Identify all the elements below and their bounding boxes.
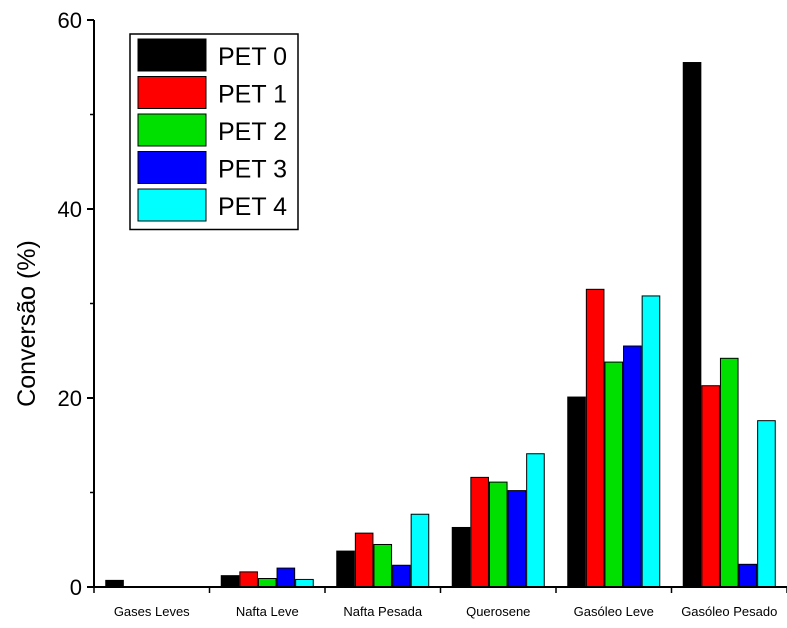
legend-label: PET 0 <box>218 43 287 71</box>
legend-swatch <box>137 188 207 222</box>
bar-pet-2-3 <box>488 481 508 588</box>
bar-pet-2-1 <box>257 578 277 588</box>
y-tick-label: 0 <box>70 575 82 600</box>
x-tick-label: Nafta Pesada <box>343 604 423 619</box>
x-tick-label: Nafta Leve <box>236 604 299 619</box>
bar-pet-1-2 <box>354 532 374 588</box>
bar-pet-1-1 <box>239 571 258 588</box>
bar-pet-4-4 <box>641 295 661 588</box>
bar-pet-3-5 <box>738 563 758 588</box>
bars-layer <box>105 62 776 588</box>
bar-pet-1-3 <box>470 476 489 588</box>
bar-pet-3-2 <box>392 564 411 588</box>
legend: PET 0 PET 1 PET 2 PET 3 PET 4 <box>129 33 299 231</box>
bar-pet-0-1 <box>220 575 240 588</box>
legend-swatch <box>137 151 207 184</box>
bar-pet-3-4 <box>623 345 642 588</box>
bar-pet-0-3 <box>451 526 471 588</box>
x-tick-label: Gases Leves <box>114 604 190 619</box>
x-tick-label: Querosene <box>466 604 530 619</box>
bar-pet-0-5 <box>682 62 702 588</box>
bar-pet-4-2 <box>410 513 430 588</box>
bar-pet-0-4 <box>567 396 586 588</box>
legend-label: PET 3 <box>218 156 287 184</box>
axes-layer: 0 20 40 60 Gases Leves Nafta Leve Nafta Pesada… <box>13 8 787 619</box>
legend-swatch <box>137 113 207 147</box>
legend-label: PET 1 <box>218 81 287 109</box>
y-axis-title: Conversão (%) <box>13 240 41 407</box>
x-tick-label: Gasóleo Leve <box>574 604 654 619</box>
legend-label: PET 2 <box>218 118 287 146</box>
bar-pet-4-1 <box>295 578 314 588</box>
y-tick-label: 40 <box>58 197 82 222</box>
bar-pet-2-5 <box>719 357 739 588</box>
legend-swatch <box>137 76 207 109</box>
x-tick-label: Gasóleo Pesado <box>681 604 777 619</box>
y-tick-label: 20 <box>58 386 82 411</box>
legend-label: PET 4 <box>218 193 287 221</box>
bar-pet-4-5 <box>757 420 776 588</box>
bar-pet-3-3 <box>507 490 527 588</box>
legend-swatch <box>137 38 207 72</box>
bar-pet-0-2 <box>336 550 355 588</box>
bar-pet-2-4 <box>604 361 624 588</box>
y-tick-label: 60 <box>58 8 82 33</box>
bar-pet-2-2 <box>373 543 393 588</box>
bar-pet-1-4 <box>585 288 605 588</box>
bar-pet-4-3 <box>526 453 545 588</box>
bar-pet-3-1 <box>276 567 296 588</box>
bar-pet-1-5 <box>701 385 720 588</box>
